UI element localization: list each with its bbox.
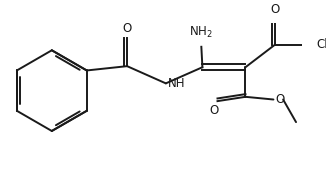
Text: Cl: Cl	[316, 38, 326, 51]
Text: NH$_2$: NH$_2$	[189, 25, 213, 40]
Text: O: O	[275, 93, 284, 106]
Text: O: O	[210, 104, 219, 117]
Text: O: O	[271, 3, 280, 16]
Text: O: O	[123, 23, 132, 35]
Text: NH: NH	[168, 77, 185, 90]
